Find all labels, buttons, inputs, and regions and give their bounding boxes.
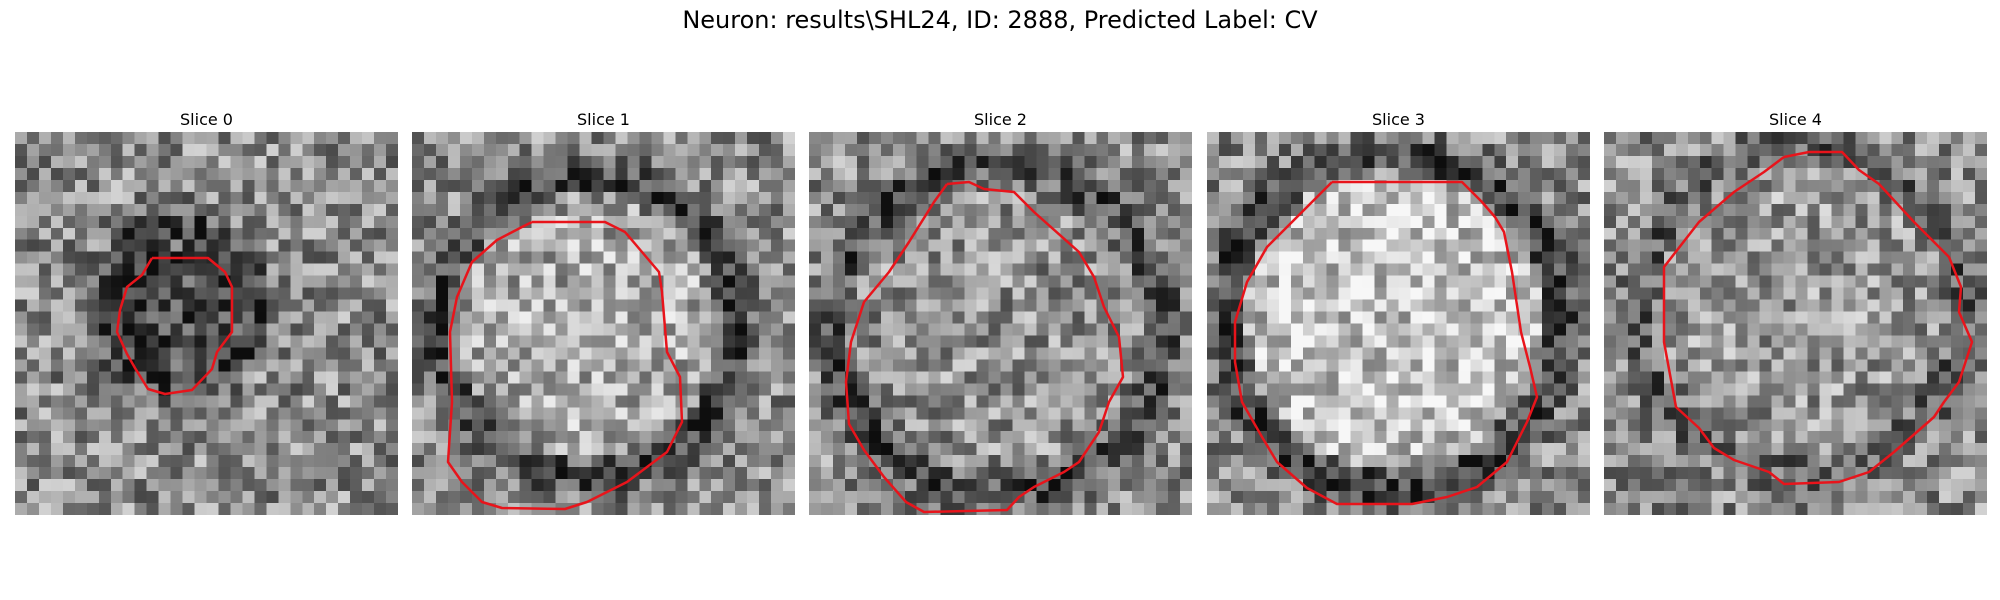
slice-title: Slice 1 bbox=[577, 110, 630, 129]
slice-title: Slice 3 bbox=[1372, 110, 1425, 129]
red-contour bbox=[115, 256, 234, 396]
slice-panel-4: Slice 4 bbox=[1604, 110, 1987, 515]
slice-image bbox=[15, 132, 398, 515]
slice-title: Slice 0 bbox=[180, 110, 233, 129]
red-contour bbox=[844, 180, 1125, 514]
slice-image bbox=[1207, 132, 1590, 515]
slice-panel-1: Slice 1 bbox=[412, 110, 795, 515]
slice-panel-3: Slice 3 bbox=[1207, 110, 1590, 515]
contour-overlay bbox=[844, 180, 1125, 514]
slice-image bbox=[809, 132, 1192, 515]
red-contour bbox=[446, 220, 684, 511]
slice-title: Slice 4 bbox=[1769, 110, 1822, 129]
contour-overlay bbox=[1662, 150, 1974, 486]
grayscale-image bbox=[1604, 132, 1987, 515]
slice-panel-2: Slice 2 bbox=[809, 110, 1192, 515]
contour-overlay bbox=[115, 256, 234, 396]
grayscale-image bbox=[15, 132, 398, 515]
slice-title: Slice 2 bbox=[974, 110, 1027, 129]
figure-title: Neuron: results\SHL24, ID: 2888, Predict… bbox=[682, 6, 1318, 34]
contour-overlay bbox=[1233, 180, 1539, 506]
slice-image bbox=[1604, 132, 1987, 515]
grayscale-image bbox=[809, 132, 1192, 515]
contour-overlay bbox=[446, 220, 684, 511]
grayscale-image bbox=[412, 132, 795, 515]
red-contour bbox=[1233, 180, 1539, 506]
red-contour bbox=[1662, 150, 1974, 486]
slice-image bbox=[412, 132, 795, 515]
slice-panel-0: Slice 0 bbox=[15, 110, 398, 515]
